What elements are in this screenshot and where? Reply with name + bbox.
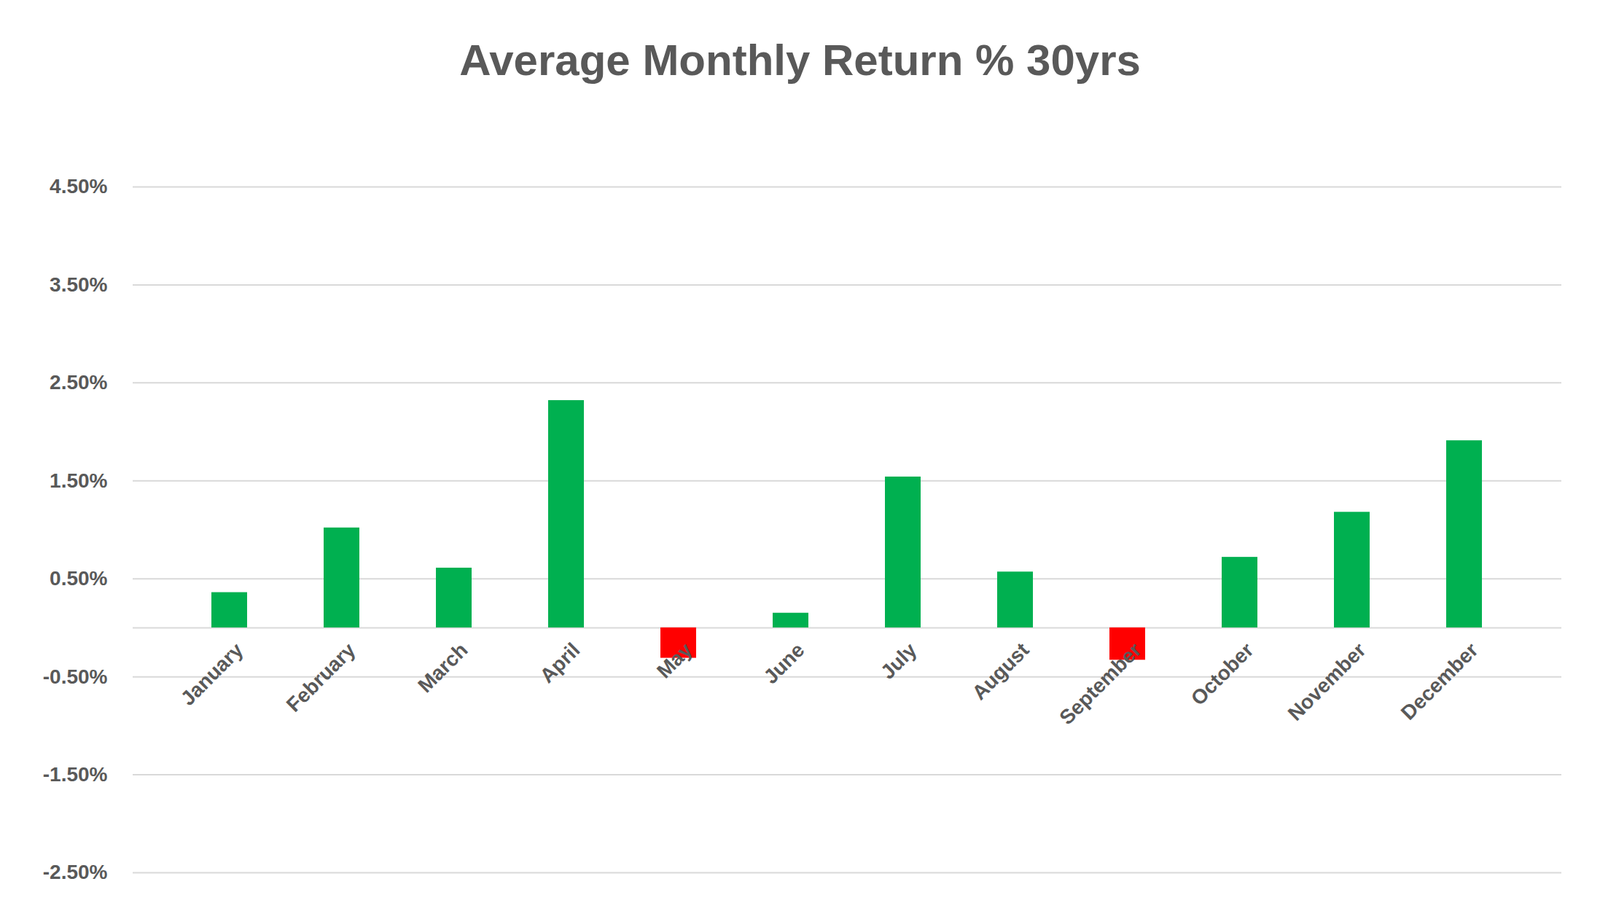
svg-text:2.50%: 2.50% xyxy=(49,371,108,394)
svg-text:March: March xyxy=(413,638,472,697)
svg-text:June: June xyxy=(758,638,809,689)
svg-text:August: August xyxy=(967,638,1033,705)
svg-text:February: February xyxy=(282,638,361,717)
html-text:Average Monthly Return % 30yrs: Average Monthly Return % 30yrs xyxy=(459,35,1141,85)
svg-text:4.50%: 4.50% xyxy=(49,174,108,198)
svg-text:November: November xyxy=(1283,638,1371,726)
svg-text:December: December xyxy=(1396,638,1483,725)
svg-text:January: January xyxy=(176,638,248,710)
svg-text:-0.50%: -0.50% xyxy=(43,665,108,689)
svg-text:0.50%: 0.50% xyxy=(49,567,108,590)
svg-text:-2.50%: -2.50% xyxy=(43,860,108,884)
svg-text:July: July xyxy=(876,638,922,684)
svg-text:April: April xyxy=(535,638,585,688)
svg-text:1.50%: 1.50% xyxy=(49,469,108,493)
svg-text:October: October xyxy=(1186,638,1259,710)
svg-text:3.50%: 3.50% xyxy=(49,273,108,296)
svg-text:September: September xyxy=(1054,638,1146,729)
svg-text:May: May xyxy=(652,638,697,684)
svg-text:-1.50%: -1.50% xyxy=(43,763,108,786)
